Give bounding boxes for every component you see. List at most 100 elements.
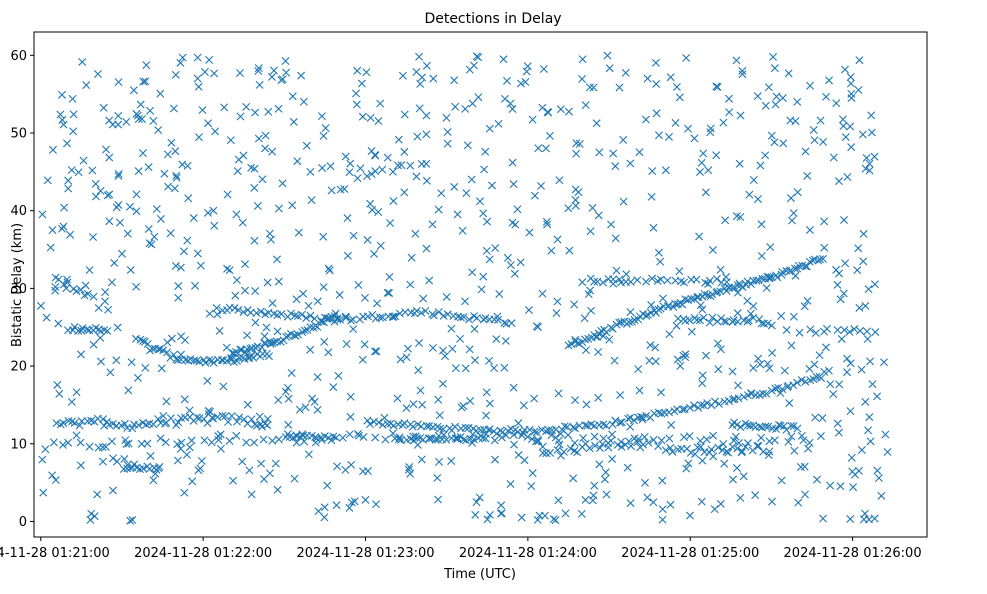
data-point xyxy=(160,169,169,178)
data-point xyxy=(626,413,635,422)
data-point xyxy=(530,427,539,436)
data-point xyxy=(578,75,587,84)
data-point xyxy=(259,435,268,444)
data-point xyxy=(485,255,494,264)
data-point xyxy=(728,475,737,484)
data-point xyxy=(172,171,181,180)
data-point xyxy=(459,435,468,444)
x-tick-label: 2024-11-28 01:23:00 xyxy=(296,546,434,561)
data-point xyxy=(483,515,492,524)
data-point xyxy=(77,417,86,426)
data-point xyxy=(256,307,265,316)
data-point xyxy=(829,153,838,162)
data-point xyxy=(224,417,233,426)
data-point xyxy=(342,339,351,348)
data-point xyxy=(855,56,864,65)
data-point xyxy=(220,103,229,112)
data-point xyxy=(210,69,219,78)
data-point xyxy=(201,358,210,367)
data-point xyxy=(370,249,379,258)
data-point xyxy=(265,352,274,361)
data-point xyxy=(571,335,580,344)
data-point xyxy=(298,328,307,337)
data-point xyxy=(587,306,596,315)
data-point xyxy=(506,261,515,270)
data-point xyxy=(161,438,170,447)
data-point xyxy=(456,313,465,322)
data-point xyxy=(861,164,870,173)
data-point xyxy=(167,138,176,147)
data-point xyxy=(299,97,308,106)
data-point xyxy=(395,433,404,442)
data-point xyxy=(419,294,428,303)
data-point xyxy=(451,422,460,431)
data-point xyxy=(720,317,729,326)
data-point xyxy=(422,130,431,139)
data-point xyxy=(323,481,332,490)
data-point xyxy=(222,343,231,352)
data-point xyxy=(538,442,547,451)
data-point xyxy=(651,58,660,67)
data-point xyxy=(261,131,270,140)
data-point xyxy=(174,281,183,290)
data-point xyxy=(539,65,548,73)
data-point xyxy=(216,444,225,453)
data-point xyxy=(260,332,269,341)
data-point xyxy=(528,115,537,124)
data-point xyxy=(421,306,430,315)
x-tick-label: 2024-11-28 01:26:00 xyxy=(784,546,922,561)
data-point xyxy=(698,305,707,314)
data-point xyxy=(600,475,609,484)
data-point xyxy=(123,229,132,238)
data-point xyxy=(254,67,263,75)
data-point xyxy=(642,311,651,320)
data-point xyxy=(873,466,882,475)
data-point xyxy=(400,110,409,119)
data-point xyxy=(637,412,646,421)
data-point xyxy=(402,353,411,362)
data-point xyxy=(239,308,248,317)
data-point xyxy=(756,161,765,170)
data-point xyxy=(429,74,438,83)
data-point xyxy=(630,416,639,425)
data-point xyxy=(85,442,94,451)
data-point xyxy=(418,73,427,82)
data-point xyxy=(722,317,731,326)
data-point xyxy=(623,463,632,472)
data-point xyxy=(826,380,835,389)
data-point xyxy=(480,165,489,174)
data-point xyxy=(840,325,849,334)
data-point xyxy=(141,77,150,86)
data-point xyxy=(846,514,855,523)
data-point xyxy=(538,449,547,458)
data-point xyxy=(818,414,827,423)
data-point xyxy=(346,392,355,401)
x-tick-label: 2024-11-28 01:25:00 xyxy=(621,546,759,561)
data-point xyxy=(705,318,714,327)
data-point xyxy=(394,135,403,144)
data-point xyxy=(241,286,250,295)
data-point xyxy=(754,354,763,363)
data-point xyxy=(850,325,859,334)
data-point xyxy=(675,93,684,102)
data-point xyxy=(317,112,326,121)
data-point xyxy=(100,297,109,306)
data-point xyxy=(266,235,275,244)
data-point xyxy=(114,111,123,120)
data-point xyxy=(467,175,476,184)
data-point xyxy=(858,130,867,139)
data-point xyxy=(826,481,835,490)
data-point xyxy=(63,139,72,148)
data-point xyxy=(586,286,595,295)
data-point xyxy=(490,364,498,373)
data-point xyxy=(113,323,122,332)
data-point xyxy=(251,343,260,352)
data-point xyxy=(227,353,236,362)
data-point xyxy=(609,149,618,158)
data-point xyxy=(442,435,451,444)
data-point xyxy=(363,416,372,425)
data-point xyxy=(819,254,827,263)
data-point xyxy=(523,432,532,441)
data-point xyxy=(257,422,266,431)
data-point xyxy=(376,313,385,322)
